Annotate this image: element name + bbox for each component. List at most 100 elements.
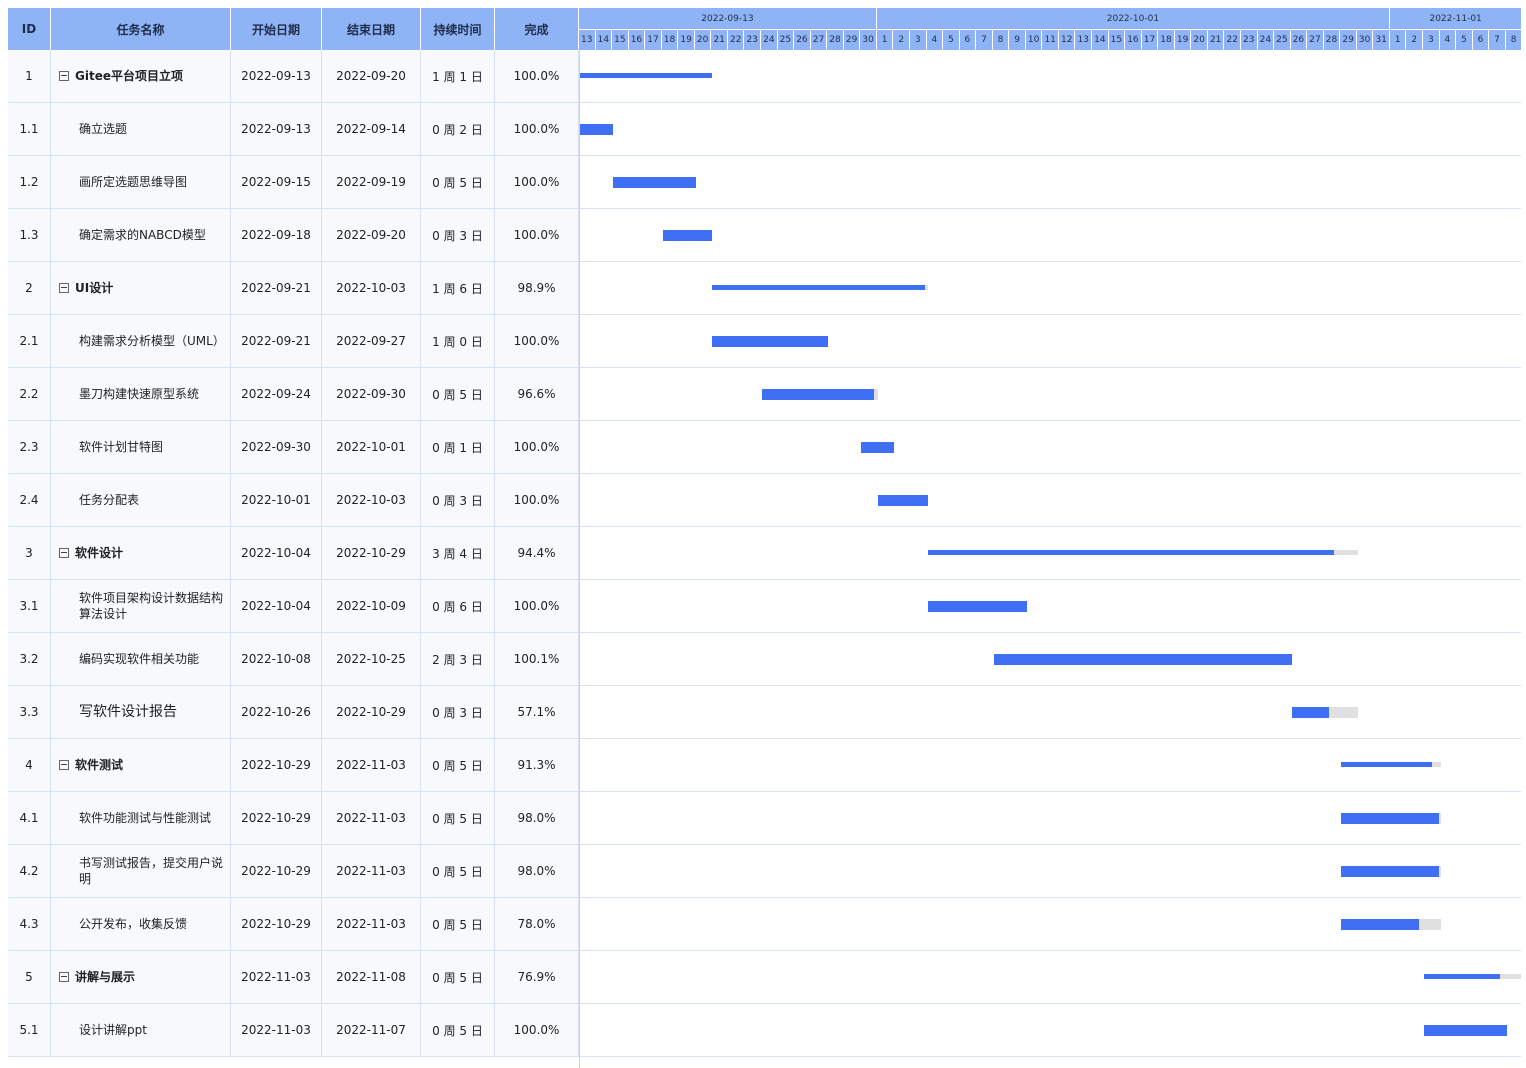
task-bar-progress [613,177,696,188]
task-bar-track[interactable] [662,230,713,241]
task-bar-track[interactable] [580,124,614,135]
task-start: 2022-10-08 [231,633,322,685]
task-duration: 0 周 5 日 [421,368,495,420]
timeline-day: 24 [1258,30,1275,50]
timeline-month: 2022-09-13 [579,8,877,30]
task-bar-track[interactable] [877,495,928,506]
timeline-day: 29 [844,30,861,50]
task-start: 2022-10-29 [231,792,322,844]
task-bar-track[interactable] [762,389,878,400]
task-bar-track[interactable] [861,442,895,453]
collapse-icon[interactable] [59,283,69,293]
summary-bar-track[interactable] [712,285,928,290]
timeline-day: 2 [893,30,910,50]
task-start: 2022-09-13 [231,103,322,155]
col-header-id[interactable]: ID [8,8,51,50]
timeline-day: 26 [1291,30,1308,50]
task-start: 2022-09-21 [231,262,322,314]
table-row[interactable]: 5 讲解与展示 2022-11-03 2022-11-08 0 周 5 日 76.9% [8,951,1521,1004]
task-bar-track[interactable] [613,177,696,188]
table-row[interactable]: 4.2 书写测试报告，提交用户说明 2022-10-29 2022-11-03 0 周 … [8,845,1521,898]
task-end: 2022-10-29 [322,527,421,579]
timeline-day: 19 [678,30,695,50]
timeline-day: 22 [1224,30,1241,50]
timeline-day: 21 [1208,30,1225,50]
timeline-day: 7 [976,30,993,50]
task-start: 2022-10-29 [231,739,322,791]
task-end: 2022-09-30 [322,368,421,420]
task-bar-track[interactable] [1341,866,1441,877]
col-header-start[interactable]: 开始日期 [231,8,322,50]
table-row[interactable]: 5.1 设计讲解ppt 2022-11-03 2022-11-07 0 周 5 日 100… [8,1004,1521,1057]
table-row[interactable]: 2 UI设计 2022-09-21 2022-10-03 1 周 6 日 98.9% [8,262,1521,315]
task-bar-track[interactable] [712,336,829,347]
summary-bar-track[interactable] [1424,974,1521,979]
task-bar-track[interactable] [993,654,1292,665]
task-name: 确立选题 [79,122,128,136]
task-complete: 100.1% [495,633,579,685]
table-row[interactable]: 4 软件测试 2022-10-29 2022-11-03 0 周 5 日 91.3% [8,739,1521,792]
timeline-day: 14 [1092,30,1109,50]
col-header-duration[interactable]: 持续时间 [421,8,495,50]
task-id: 4.3 [8,898,51,950]
table-row[interactable]: 2.4 任务分配表 2022-10-01 2022-10-03 0 周 3 日 100.0… [8,474,1521,527]
task-bar-progress [580,124,614,135]
table-row[interactable]: 3.3 写软件设计报告 2022-10-26 2022-10-29 0 周 3 日 57.… [8,686,1521,739]
timeline-day: 24 [761,30,778,50]
table-row[interactable]: 2.2 墨刀构建快速原型系统 2022-09-24 2022-09-30 0 周 5 日… [8,368,1521,421]
task-bar-track[interactable] [927,601,1027,612]
table-row[interactable]: 4.1 软件功能测试与性能测试 2022-10-29 2022-11-03 0 周 5 … [8,792,1521,845]
task-name: 书写测试报告，提交用户说明 [79,856,224,886]
table-row[interactable]: 2.3 软件计划甘特图 2022-09-30 2022-10-01 0 周 1 日 100… [8,421,1521,474]
task-duration: 0 周 3 日 [421,209,495,261]
task-duration: 0 周 5 日 [421,739,495,791]
task-duration: 1 周 0 日 [421,315,495,367]
task-end: 2022-11-03 [322,898,421,950]
timeline-day: 17 [645,30,662,50]
col-header-end[interactable]: 结束日期 [322,8,421,50]
task-bar-track[interactable] [1341,919,1441,930]
timeline-day: 9 [1009,30,1026,50]
task-end: 2022-11-07 [322,1004,421,1056]
task-duration: 0 周 5 日 [421,898,495,950]
table-row[interactable]: 3.2 编码实现软件相关功能 2022-10-08 2022-10-25 2 周 3 日… [8,633,1521,686]
task-bar-track[interactable] [1341,813,1441,824]
task-name-cell: 软件项目架构设计数据结构算法设计 [51,580,231,632]
task-complete: 76.9% [495,951,579,1003]
collapse-icon[interactable] [59,548,69,558]
summary-bar-track[interactable] [580,73,713,78]
timeline-day: 20 [695,30,712,50]
col-header-complete[interactable]: 完成 [495,8,579,50]
task-end: 2022-10-03 [322,474,421,526]
col-header-name[interactable]: 任务名称 [51,8,231,50]
task-complete: 100.0% [495,103,579,155]
summary-bar-track[interactable] [927,550,1358,555]
task-name: 画所定选题思维导图 [79,175,188,189]
summary-bar-track[interactable] [1341,762,1441,767]
task-complete: 100.0% [495,50,579,102]
task-id: 2.3 [8,421,51,473]
task-bar-track[interactable] [1424,1025,1507,1036]
task-bar-progress [712,336,829,347]
collapse-icon[interactable] [59,71,69,81]
task-bar-track[interactable] [1291,707,1358,718]
task-duration: 0 周 2 日 [421,103,495,155]
task-end: 2022-10-25 [322,633,421,685]
table-row[interactable]: 3 软件设计 2022-10-04 2022-10-29 3 周 4 日 94.4% [8,527,1521,580]
timeline-day: 27 [811,30,828,50]
timeline-day: 4 [927,30,944,50]
table-row[interactable]: 2.1 构建需求分析模型（UML） 2022-09-21 2022-09-27 1 周 … [8,315,1521,368]
task-complete: 57.1% [495,686,579,738]
table-row[interactable]: 1.3 确定需求的NABCD模型 2022-09-18 2022-09-20 0 周 3… [8,209,1521,262]
table-row[interactable]: 1.1 确立选题 2022-09-13 2022-09-14 0 周 2 日 100.0% [8,103,1521,156]
collapse-icon[interactable] [59,760,69,770]
table-row[interactable]: 3.1 软件项目架构设计数据结构算法设计 2022-10-04 2022-10-09 0… [8,580,1521,633]
timeline-day: 1 [1390,30,1407,50]
timeline-day: 5 [1456,30,1473,50]
summary-bar-progress [580,73,713,78]
summary-bar-progress [1424,974,1501,979]
collapse-icon[interactable] [59,972,69,982]
